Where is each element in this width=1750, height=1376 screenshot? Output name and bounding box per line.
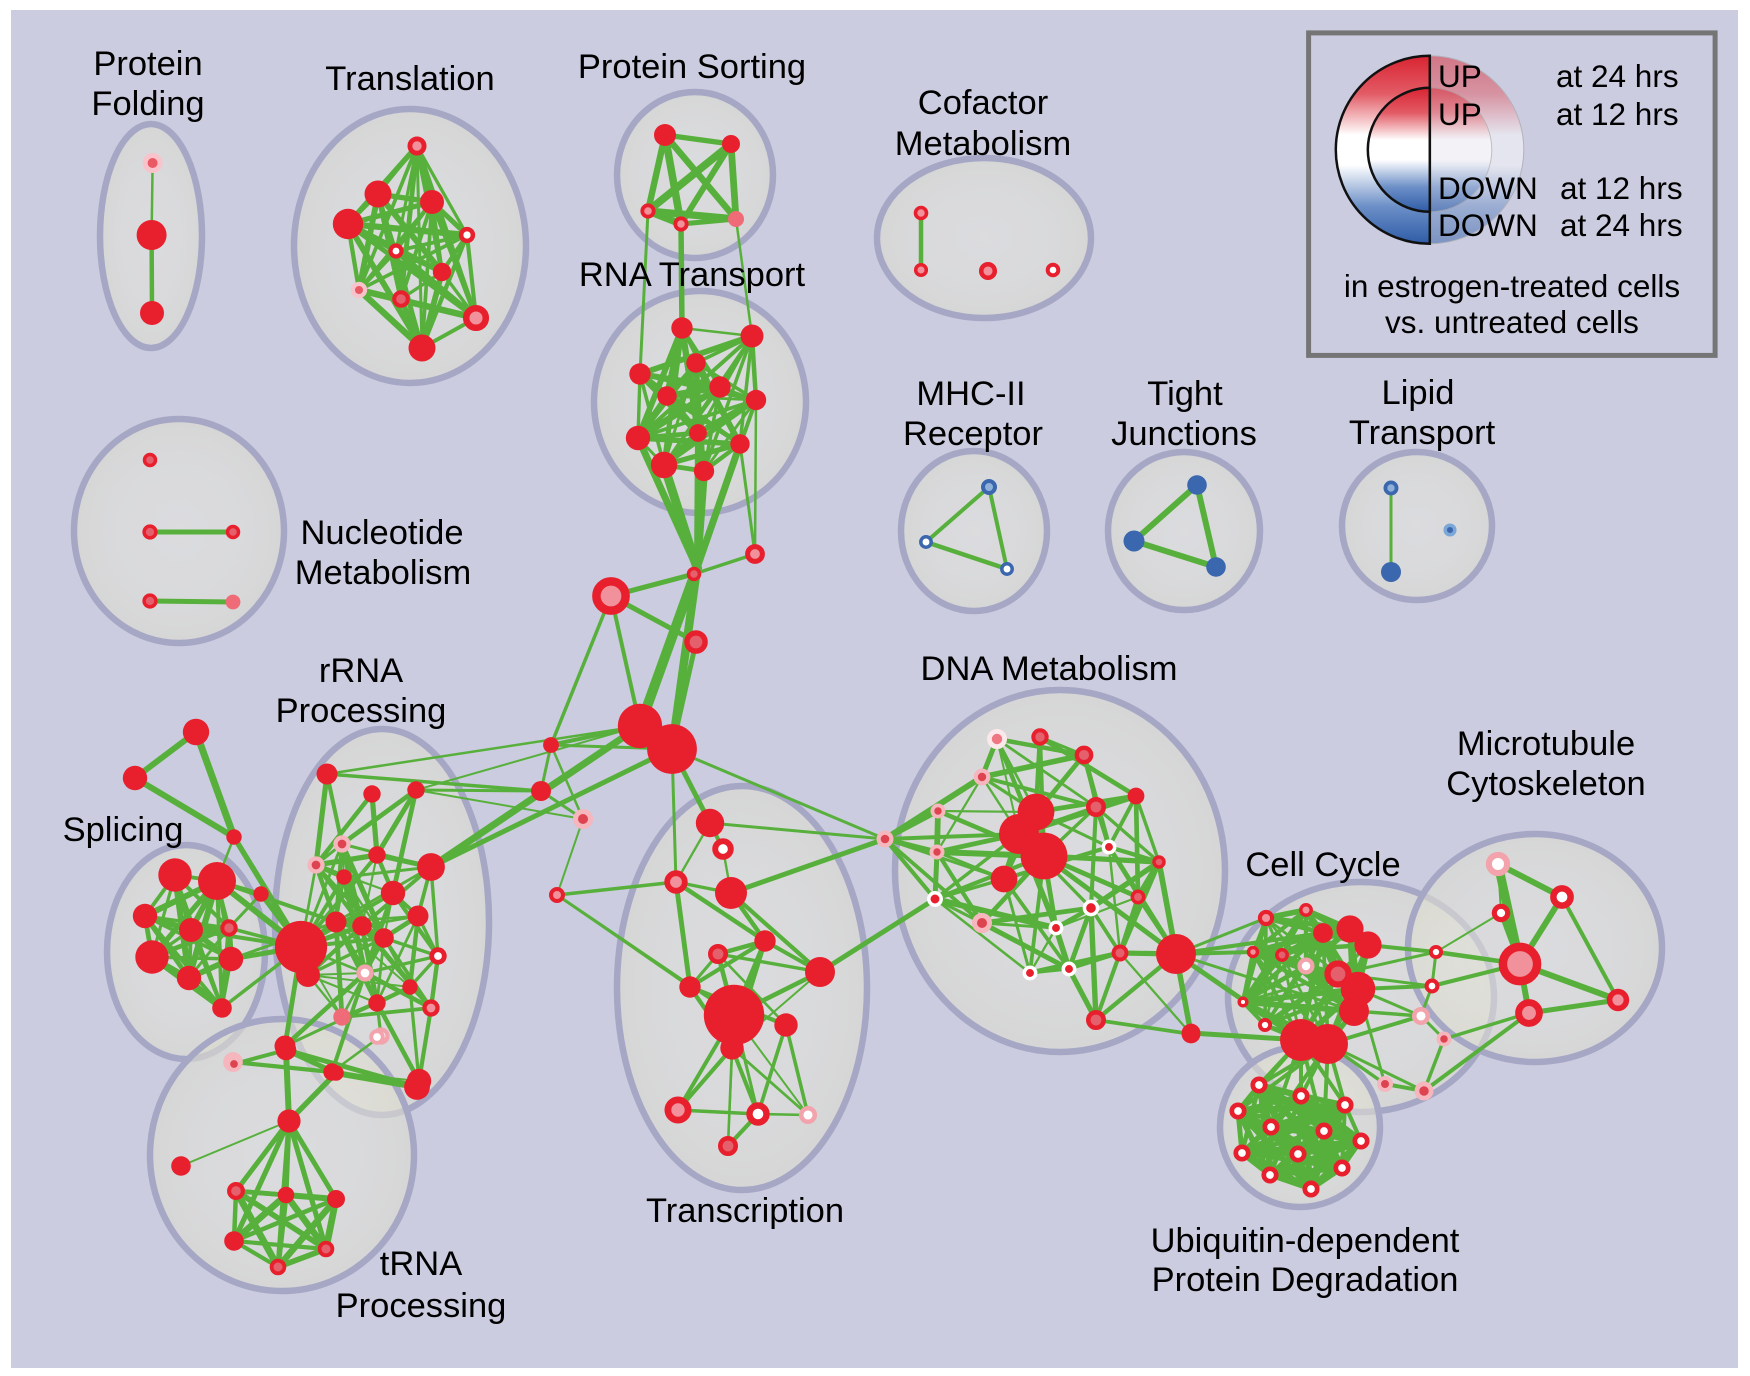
svg-text:RNA Transport: RNA Transport xyxy=(579,256,806,294)
svg-text:Tight: Tight xyxy=(1147,375,1223,413)
svg-text:Metabolism: Metabolism xyxy=(895,125,1071,163)
svg-text:Transport: Transport xyxy=(1349,414,1496,452)
svg-text:at 24 hrs: at 24 hrs xyxy=(1556,58,1679,94)
svg-text:Metabolism: Metabolism xyxy=(295,554,471,592)
svg-text:Cofactor: Cofactor xyxy=(918,84,1048,122)
svg-text:Cytoskeleton: Cytoskeleton xyxy=(1446,765,1645,803)
svg-text:Protein: Protein xyxy=(93,45,202,83)
svg-text:Cell Cycle: Cell Cycle xyxy=(1245,846,1400,884)
svg-text:at 12 hrs: at 12 hrs xyxy=(1556,96,1679,132)
svg-text:UP: UP xyxy=(1438,58,1482,94)
svg-text:at 12 hrs: at 12 hrs xyxy=(1560,170,1683,206)
svg-text:tRNA: tRNA xyxy=(380,1245,462,1283)
svg-text:in estrogen-treated cells: in estrogen-treated cells xyxy=(1344,268,1680,304)
svg-text:vs. untreated cells: vs. untreated cells xyxy=(1385,304,1639,340)
svg-text:rRNA: rRNA xyxy=(319,652,403,690)
svg-text:DNA Metabolism: DNA Metabolism xyxy=(921,650,1178,688)
svg-text:MHC-II: MHC-II xyxy=(916,375,1025,413)
svg-text:Splicing: Splicing xyxy=(63,811,184,849)
svg-text:Protein Sorting: Protein Sorting xyxy=(578,48,806,86)
svg-text:Lipid: Lipid xyxy=(1382,374,1455,412)
svg-text:DOWN: DOWN xyxy=(1438,170,1538,206)
svg-text:Nucleotide: Nucleotide xyxy=(300,514,463,552)
svg-text:Ubiquitin-dependent: Ubiquitin-dependent xyxy=(1151,1222,1460,1260)
svg-text:Folding: Folding xyxy=(91,85,204,123)
svg-text:at 24 hrs: at 24 hrs xyxy=(1560,207,1683,243)
svg-text:UP: UP xyxy=(1438,96,1482,132)
svg-text:Processing: Processing xyxy=(336,1287,507,1325)
svg-text:Processing: Processing xyxy=(276,692,447,730)
svg-text:Transcription: Transcription xyxy=(646,1192,844,1230)
svg-text:Translation: Translation xyxy=(325,60,494,98)
svg-text:Protein Degradation: Protein Degradation xyxy=(1152,1261,1459,1299)
svg-text:Junctions: Junctions xyxy=(1111,415,1257,453)
svg-text:Microtubule: Microtubule xyxy=(1457,725,1635,763)
svg-text:Receptor: Receptor xyxy=(903,415,1043,453)
svg-text:DOWN: DOWN xyxy=(1438,207,1538,243)
